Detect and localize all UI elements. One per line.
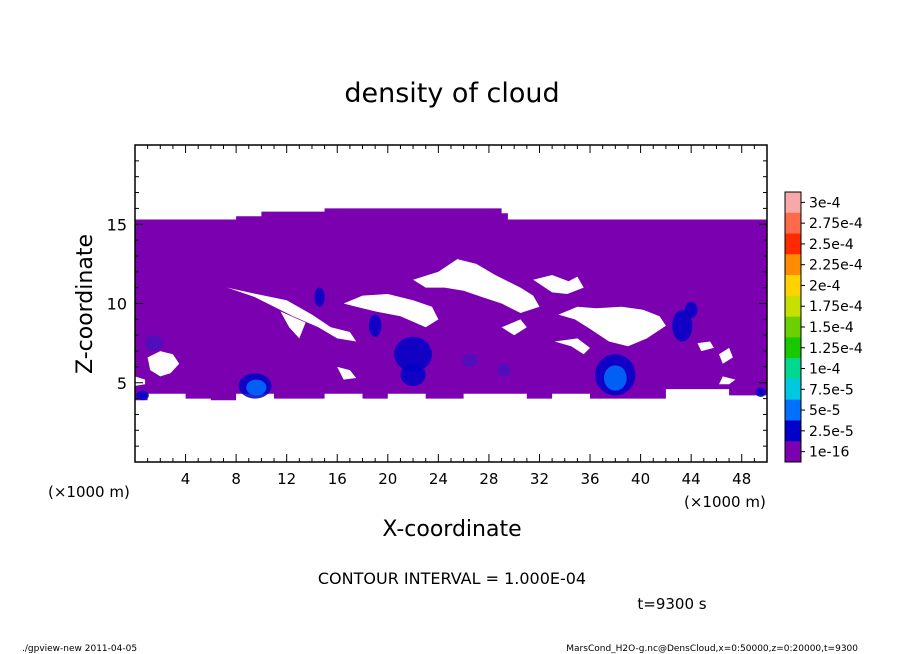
density-blob (394, 336, 433, 372)
cloud-gap (558, 306, 666, 347)
colorbar-swatch (785, 275, 801, 297)
y-tick-label: 5 (117, 374, 127, 393)
x-unit-right: (×1000 m) (684, 493, 766, 511)
cloud-gap (413, 259, 540, 313)
colorbar-swatch (785, 316, 801, 338)
density-field (135, 208, 767, 401)
y-axis: 5 10 15 (107, 160, 767, 447)
cloud-gap (227, 287, 357, 342)
x-tick-label: 8 (231, 470, 241, 488)
density-blob (145, 335, 163, 352)
colorbar-swatch (785, 337, 801, 359)
density-blob (136, 390, 149, 401)
colorbar-label: 1e-4 (809, 362, 841, 378)
x-tick-label: 44 (682, 470, 701, 488)
x-tick-label: 12 (277, 470, 296, 488)
x-tick-label: 4 (181, 470, 191, 488)
chart-title: density of cloud (344, 78, 559, 109)
cloud-gap (343, 294, 439, 328)
cloud-gap (533, 275, 584, 294)
colorbar-swatch (785, 441, 801, 463)
colorbar-label: 5e-5 (809, 403, 840, 419)
colorbar-swatch (785, 295, 801, 317)
x-tick-label: 32 (530, 470, 549, 488)
x-tick-label: 16 (328, 470, 347, 488)
colorbar-swatch (785, 420, 801, 442)
colorbar-label: 1.5e-4 (809, 320, 854, 336)
x-tick-label: 36 (580, 470, 599, 488)
cloud-gap (280, 311, 306, 339)
density-blob (462, 354, 478, 367)
density-blob (755, 387, 766, 398)
y-tick-label: 10 (107, 295, 127, 314)
x-tick-label: 40 (631, 470, 650, 488)
colorbar-swatch (785, 399, 801, 421)
colorbar-swatch (785, 378, 801, 400)
colorbar-label: 1.75e-4 (809, 299, 863, 315)
x-tick-label: 28 (479, 470, 498, 488)
colorbar-label: 2.75e-4 (809, 216, 863, 232)
colorbar-label: 2.25e-4 (809, 258, 863, 274)
colorbar-swatch (785, 254, 801, 276)
colorbar-label: 2.5e-5 (809, 424, 854, 440)
density-blob (368, 314, 382, 337)
colorbar-label: 3e-4 (809, 195, 841, 211)
y-axis-label: Z-coordinate (73, 234, 98, 374)
x-tick-label: 20 (378, 470, 397, 488)
cloud-gap (135, 376, 146, 386)
cloud-gap (501, 319, 527, 336)
colorbar-swatch (785, 212, 801, 234)
colorbar-label: 1e-16 (809, 445, 849, 461)
cloud-gap (147, 351, 180, 377)
cloud-gap (697, 341, 714, 352)
footer-right: MarsCond_H2O-g.nc@DensCloud,x=0:50000,z=… (566, 644, 858, 654)
density-blob (672, 309, 693, 342)
x-tick-label: 48 (732, 470, 751, 488)
colorbar-swatch (785, 233, 801, 255)
density-blob (246, 379, 267, 396)
colorbar-label: 7.5e-5 (809, 382, 854, 398)
density-blob (497, 363, 511, 377)
colorbar-label: 2.5e-4 (809, 237, 854, 253)
cloud-region (135, 208, 767, 401)
cloud-gap (719, 376, 736, 385)
density-blob (603, 365, 627, 391)
cloud-gap (337, 366, 357, 380)
contour-interval: CONTOUR INTERVAL = 1.000E-04 (318, 569, 586, 588)
x-axis: 4 8 12 16 20 24 28 32 36 40 44 48 (147, 145, 755, 488)
cloud-gap (554, 338, 590, 355)
footer-left: ./gpview-new 2011-04-05 (22, 644, 137, 654)
colorbar: 3e-4 2.75e-4 2.5e-4 2.25e-4 2e-4 1.75e-4 1.5e-… (784, 191, 863, 463)
cloud-gap (719, 347, 733, 364)
x-unit-left: (×1000 m) (48, 483, 130, 501)
time-label: t=9300 s (637, 595, 706, 613)
x-axis-label: X-coordinate (382, 517, 521, 542)
density-blob (684, 301, 698, 318)
colorbar-swatch (785, 358, 801, 380)
density-blob (314, 287, 325, 307)
colorbar-label: 2e-4 (809, 278, 841, 294)
x-tick-label: 24 (429, 470, 448, 488)
density-blob (400, 363, 426, 386)
colorbar-label: 1.25e-4 (809, 341, 863, 357)
y-tick-label: 15 (107, 215, 127, 234)
colorbar-swatch (785, 192, 801, 214)
